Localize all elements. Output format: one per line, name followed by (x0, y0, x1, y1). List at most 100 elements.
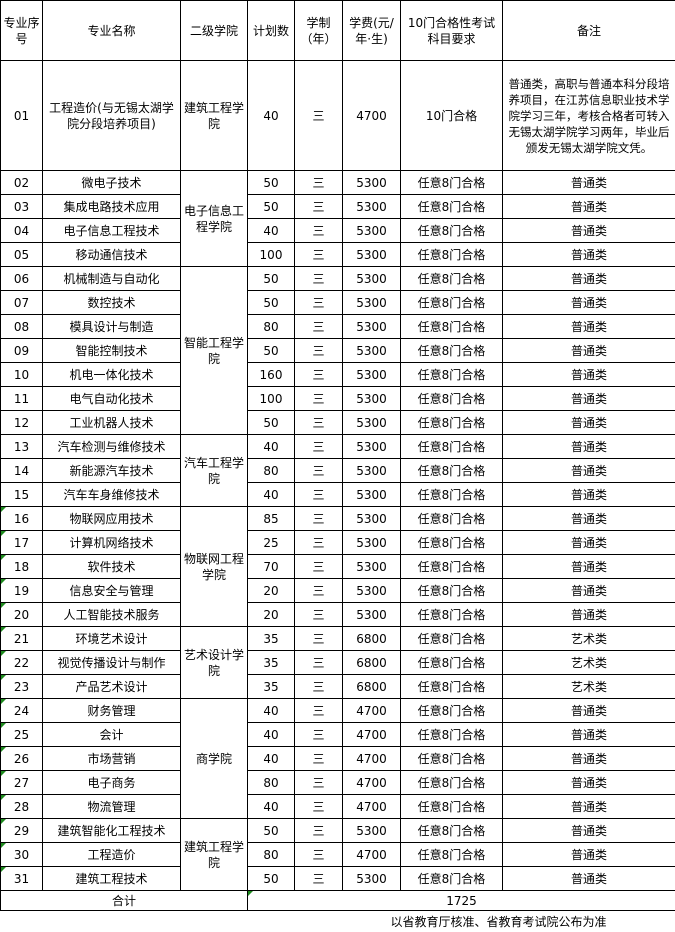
note-cell: 普通类 (502, 530, 675, 555)
table-row: 03 集成电路技术应用 50 三 5300 任意8门合格 普通类 (0, 194, 675, 219)
years-cell: 三 (294, 626, 343, 651)
table-row: 18 软件技术 70 三 5300 任意8门合格 普通类 (0, 554, 675, 579)
seq-cell: 13 (0, 434, 43, 459)
footnote-row: 以省教育厅核准、省教育考试院公布为准 (0, 910, 675, 932)
seq-cell: 11 (0, 386, 43, 411)
table-row: 10 机电一体化技术 160 三 5300 任意8门合格 普通类 (0, 362, 675, 387)
table-row: 22 视觉传播设计与制作 35 三 6800 任意8门合格 艺术类 (0, 650, 675, 675)
plan-cell: 80 (247, 314, 295, 339)
plan-cell: 20 (247, 578, 295, 603)
error-flag-icon (1, 771, 6, 776)
error-flag-icon (1, 795, 6, 800)
exam-requirement-cell: 任意8门合格 (400, 194, 503, 219)
plan-cell: 50 (247, 818, 295, 843)
fee-cell: 5300 (342, 554, 401, 579)
note-cell: 艺术类 (502, 650, 675, 675)
major-name-cell: 数控技术 (42, 290, 181, 315)
exam-requirement-cell: 任意8门合格 (400, 218, 503, 243)
major-name-cell: 计算机网络技术 (42, 530, 181, 555)
seq-cell: 30 (0, 842, 43, 867)
college-cell: 智能工程学院 (180, 266, 248, 435)
table-row: 31 建筑工程技术 50 三 5300 任意8门合格 普通类 (0, 866, 675, 891)
major-name-cell: 市场营销 (42, 746, 181, 771)
table-row: 06 机械制造与自动化 智能工程学院 50 三 5300 任意8门合格 普通类 (0, 266, 675, 435)
error-flag-icon (1, 819, 6, 824)
error-flag-icon (1, 627, 6, 632)
seq-cell: 16 (0, 506, 43, 531)
major-name-cell: 新能源汽车技术 (42, 458, 181, 483)
college-cell: 商学院 (180, 698, 248, 819)
error-flag-icon (1, 603, 6, 608)
years-cell: 三 (294, 314, 343, 339)
table-row: 29 建筑智能化工程技术 建筑工程学院 50 三 5300 任意8门合格 普通类 (0, 818, 675, 891)
error-flag-icon (1, 747, 6, 752)
major-name-cell: 集成电路技术应用 (42, 194, 181, 219)
error-flag-icon (1, 507, 6, 512)
fee-cell: 5300 (342, 170, 401, 195)
fee-cell: 5300 (342, 194, 401, 219)
table-row: 15 汽车车身维修技术 40 三 5300 任意8门合格 普通类 (0, 482, 675, 507)
plan-cell: 40 (247, 434, 295, 459)
total-label: 合计 (0, 890, 248, 911)
exam-requirement-cell: 任意8门合格 (400, 794, 503, 819)
years-cell: 三 (294, 410, 343, 435)
plan-cell: 50 (247, 194, 295, 219)
plan-cell: 40 (247, 698, 295, 723)
college-cell: 物联网工程学院 (180, 506, 248, 627)
plan-cell: 35 (247, 626, 295, 651)
major-name-cell: 电子信息工程技术 (42, 218, 181, 243)
seq-cell: 24 (0, 698, 43, 723)
years-cell: 三 (294, 362, 343, 387)
exam-requirement-cell: 任意8门合格 (400, 410, 503, 435)
table-row: 26 市场营销 40 三 4700 任意8门合格 普通类 (0, 746, 675, 771)
years-cell: 三 (294, 266, 343, 291)
major-name-cell: 物流管理 (42, 794, 181, 819)
seq-cell: 19 (0, 578, 43, 603)
note-cell: 普通类 (502, 242, 675, 267)
exam-requirement-cell: 任意8门合格 (400, 554, 503, 579)
header-row: 专业序号 专业名称 二级学院 计划数 学制（年） 学费(元/年·生) 10门合格… (0, 0, 675, 61)
note-cell: 普通类 (502, 434, 675, 459)
error-flag-icon (1, 867, 6, 872)
fee-cell: 5300 (342, 530, 401, 555)
plan-cell: 35 (247, 674, 295, 699)
fee-cell: 5300 (342, 410, 401, 435)
exam-requirement-cell: 任意8门合格 (400, 650, 503, 675)
years-cell: 三 (294, 458, 343, 483)
note-cell: 普通类 (502, 338, 675, 363)
seq-cell: 15 (0, 482, 43, 507)
seq-cell: 09 (0, 338, 43, 363)
table-row: 30 工程造价 80 三 4700 任意8门合格 普通类 (0, 842, 675, 867)
note-cell: 艺术类 (502, 674, 675, 699)
note-cell: 普通类 (502, 314, 675, 339)
table-row: 28 物流管理 40 三 4700 任意8门合格 普通类 (0, 794, 675, 819)
major-name-cell: 汽车检测与维修技术 (42, 434, 181, 459)
table-row: 13 汽车检测与维修技术 汽车工程学院 40 三 5300 任意8门合格 普通类 (0, 434, 675, 507)
seq-cell: 17 (0, 530, 43, 555)
note-cell: 普通类 (502, 362, 675, 387)
exam-requirement-cell: 任意8门合格 (400, 170, 503, 195)
table-row: 11 电气自动化技术 100 三 5300 任意8门合格 普通类 (0, 386, 675, 411)
note-cell: 普通类 (502, 410, 675, 435)
error-flag-icon (1, 699, 6, 704)
exam-requirement-cell: 任意8门合格 (400, 434, 503, 459)
note-cell: 普通类 (502, 266, 675, 291)
note-cell: 普通类 (502, 794, 675, 819)
fee-cell: 4700 (342, 842, 401, 867)
plan-cell: 80 (247, 458, 295, 483)
note-cell: 普通类 (502, 842, 675, 867)
seq-cell: 04 (0, 218, 43, 243)
seq-cell: 14 (0, 458, 43, 483)
total-value: 1725 (247, 890, 675, 911)
seq-cell: 18 (0, 554, 43, 579)
exam-requirement-cell: 任意8门合格 (400, 266, 503, 291)
note-cell: 普通类 (502, 290, 675, 315)
error-flag-icon (1, 555, 6, 560)
seq-cell: 08 (0, 314, 43, 339)
years-cell: 三 (294, 290, 343, 315)
note-cell: 普通类，高职与普通本科分段培养项目，在江苏信息职业技术学院学习三年，考核合格者可… (502, 60, 675, 171)
fee-cell: 6800 (342, 626, 401, 651)
note-cell: 普通类 (502, 578, 675, 603)
plan-cell: 160 (247, 362, 295, 387)
